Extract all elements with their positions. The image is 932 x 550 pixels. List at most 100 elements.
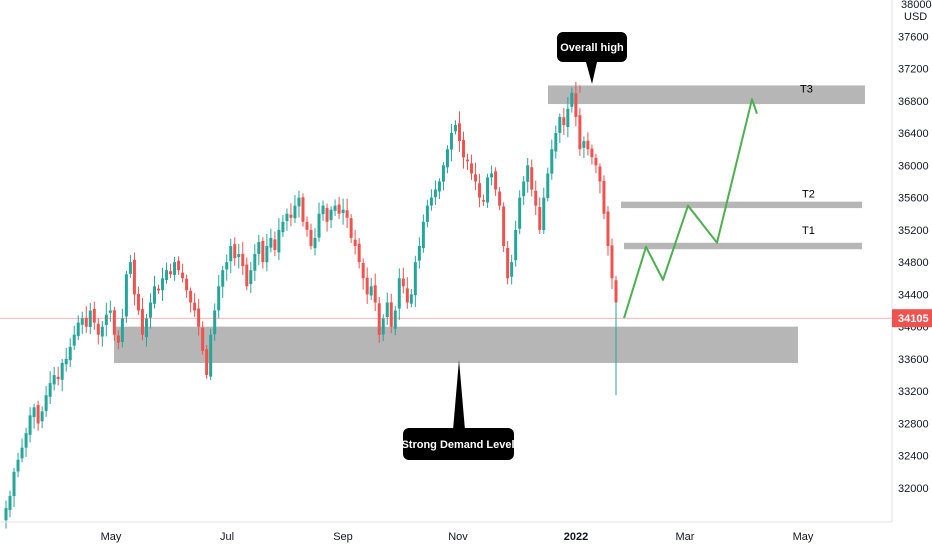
candle-body	[16, 459, 20, 472]
candle-body	[313, 237, 317, 249]
candle-body	[457, 123, 461, 142]
candle-body	[28, 415, 32, 435]
candle-body	[586, 140, 590, 150]
annotation-box	[403, 428, 514, 460]
candle-body	[100, 326, 104, 337]
candle-body	[494, 171, 498, 190]
candle-body	[462, 139, 465, 158]
candle-body	[582, 141, 586, 148]
candle-body	[506, 247, 510, 279]
target-zone	[548, 85, 865, 105]
candle-body	[373, 285, 377, 303]
candle-body	[538, 207, 542, 230]
y-tick-label: 32000	[898, 483, 929, 495]
y-tick-label: 33200	[898, 386, 929, 398]
zone-layer: T3 T2 T1	[114, 83, 865, 363]
candle-body	[213, 310, 217, 335]
candle-body	[349, 218, 353, 238]
candle-body	[429, 197, 433, 206]
candle-body	[441, 165, 445, 182]
candle-body	[84, 317, 88, 327]
candle-body	[337, 204, 341, 214]
candle-body	[20, 447, 24, 459]
candle-body	[40, 411, 44, 422]
x-tick-label: May	[793, 531, 814, 543]
candle-body	[309, 229, 313, 246]
candle-body	[193, 302, 197, 311]
candle-body	[148, 302, 152, 318]
candle-body	[173, 262, 177, 275]
zone-label: T2	[802, 189, 815, 201]
candle-body	[60, 362, 64, 380]
candle-body	[361, 263, 365, 279]
candle-body	[209, 334, 213, 377]
y-tick-label: 37600	[898, 31, 929, 43]
candle-body	[478, 183, 482, 198]
candle-body	[514, 229, 518, 261]
candle-body	[104, 314, 108, 325]
candle-body	[325, 207, 329, 222]
candle-body	[305, 221, 309, 230]
candle-body	[425, 205, 429, 222]
candle-body	[265, 246, 269, 263]
candle-body	[437, 181, 441, 192]
target-zone	[621, 201, 862, 209]
candle-body	[409, 294, 413, 304]
annotation-pointer	[453, 360, 465, 430]
candle-body	[401, 278, 405, 287]
candle-body	[365, 277, 369, 295]
candle-body	[570, 92, 574, 107]
annotation-strong-demand: Strong Demand Level	[401, 439, 514, 451]
candle-body	[136, 293, 140, 311]
annotation-overall-high: Overall high	[560, 42, 624, 54]
price-axis: 3200032400328003320033600340003440034800…	[898, 0, 932, 495]
candle-body	[502, 206, 506, 246]
y-tick-label: 36000	[898, 160, 929, 172]
candle-body	[321, 205, 325, 215]
candle-body	[393, 310, 397, 329]
zone-label: T3	[800, 83, 813, 95]
candle-body	[397, 278, 401, 309]
candle-body	[64, 358, 68, 365]
candle-body	[405, 288, 409, 303]
candle-body	[421, 221, 425, 249]
candle-body	[606, 211, 610, 246]
candle-body	[345, 210, 349, 218]
candle-body	[530, 167, 534, 190]
candle-body	[554, 133, 558, 152]
candle-body	[157, 288, 160, 291]
annotation-layer: Overall high Strong Demand Level	[401, 32, 627, 460]
candle-body	[144, 318, 148, 338]
candle-body	[249, 270, 253, 285]
annotation-box	[557, 32, 627, 62]
candle-body	[112, 310, 116, 335]
candle-body	[526, 165, 530, 182]
candle-body	[169, 271, 173, 275]
candle-body	[602, 180, 606, 214]
candle-body	[12, 471, 16, 497]
candle-layer	[4, 82, 618, 529]
candle-body	[578, 115, 582, 150]
candle-body	[185, 278, 189, 291]
y-tick-label: 32800	[898, 418, 929, 430]
candle-body	[44, 395, 48, 412]
candle-body	[116, 335, 120, 343]
candle-body	[241, 253, 245, 267]
x-tick-label: Mar	[676, 531, 695, 543]
candle-body	[449, 133, 453, 150]
price-tag-value: 34105	[898, 313, 929, 325]
candle-body	[273, 239, 277, 251]
candle-body	[466, 159, 470, 162]
candle-body	[546, 173, 550, 199]
candle-body	[217, 286, 221, 311]
candle-body	[482, 199, 486, 202]
y-tick-label: 35600	[898, 193, 929, 205]
candle-body	[128, 262, 132, 274]
candle-body	[233, 244, 237, 259]
candle-body	[8, 496, 12, 511]
candle-body	[445, 149, 449, 168]
candle-body	[52, 375, 56, 385]
x-tick-label: Jul	[220, 531, 234, 543]
candle-body	[88, 310, 92, 327]
candle-body	[574, 93, 578, 117]
